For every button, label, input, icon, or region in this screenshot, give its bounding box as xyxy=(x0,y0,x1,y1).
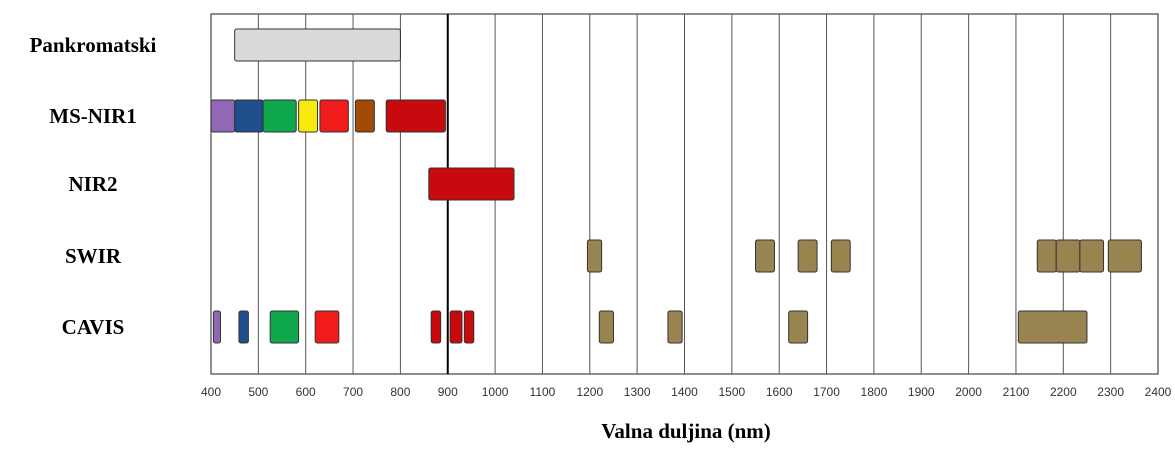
band-bar-cavis-21 xyxy=(430,310,442,344)
band-bar-swir-14 xyxy=(1055,239,1081,273)
band-bar-swir-9 xyxy=(586,239,603,273)
x-tick-labels: 400 500 600 700 800 900 1000 1100 1200 1300 1400 15… xyxy=(201,385,1172,399)
band-bar-cavis-18 xyxy=(238,310,249,344)
band-bar-swir-13 xyxy=(1036,239,1057,273)
x-tick-label-1900: 1900 xyxy=(908,385,935,399)
x-tick-label-1500: 1500 xyxy=(718,385,745,399)
band-bar-swir-16 xyxy=(1107,239,1142,273)
x-tick-label-800: 800 xyxy=(390,385,410,399)
x-tick-label-1100: 1100 xyxy=(530,385,556,399)
x-tick-label-700: 700 xyxy=(343,385,363,399)
band-bar-cavis-26 xyxy=(788,310,809,344)
band-bar-swir-10 xyxy=(755,239,775,273)
x-tick-label-600: 600 xyxy=(296,385,316,399)
band-bar-cavis-17 xyxy=(212,310,221,344)
x-tick-label-1000: 1000 xyxy=(482,385,509,399)
row-label-ms-nir1: MS-NIR1 xyxy=(49,104,137,128)
band-bar-swir-12 xyxy=(830,239,851,273)
band-bar-ms-nir1-6 xyxy=(354,99,375,133)
grid-lines xyxy=(257,14,1112,374)
x-tick-label-2200: 2200 xyxy=(1050,385,1077,399)
band-bar-cavis-27 xyxy=(1017,310,1088,344)
row-label-swir: SWIR xyxy=(65,244,122,268)
x-tick-label-2400: 2400 xyxy=(1145,385,1172,399)
x-tick-label-1200: 1200 xyxy=(576,385,603,399)
band-bar-nir2-8 xyxy=(428,167,515,201)
band-bar-ms-nir1-7 xyxy=(385,99,446,133)
x-tick-label-2100: 2100 xyxy=(1003,385,1030,399)
x-tick-label-1800: 1800 xyxy=(861,385,888,399)
band-bar-swir-15 xyxy=(1079,239,1105,273)
x-tick-label-900: 900 xyxy=(438,385,458,399)
band-bar-cavis-23 xyxy=(463,310,475,344)
band-bar-ms-nir1-5 xyxy=(319,99,349,133)
band-bar-ms-nir1-1 xyxy=(210,99,236,133)
x-tick-label-2300: 2300 xyxy=(1097,385,1124,399)
x-tick-label-1700: 1700 xyxy=(813,385,840,399)
band-bar-ms-nir1-3 xyxy=(262,99,297,133)
row-labels: Pankromatski MS-NIR1 NIR2 SWIR CAVIS xyxy=(30,33,157,339)
x-tick-label-1300: 1300 xyxy=(624,385,651,399)
x-axis-title: Valna duljina (nm) xyxy=(601,419,771,443)
band-bars xyxy=(210,28,1142,344)
band-bar-cavis-24 xyxy=(598,310,614,344)
band-bar-cavis-19 xyxy=(269,310,300,344)
row-label-cavis: CAVIS xyxy=(62,315,125,339)
band-bar-ms-nir1-4 xyxy=(298,99,319,133)
x-tick-label-1400: 1400 xyxy=(671,385,698,399)
band-bar-swir-11 xyxy=(797,239,818,273)
row-label-nir2: NIR2 xyxy=(68,172,117,196)
band-bar-ms-nir1-2 xyxy=(234,99,264,133)
x-tick-label-500: 500 xyxy=(248,385,268,399)
band-bar-cavis-20 xyxy=(314,310,340,344)
band-bar-pankromatski-0 xyxy=(234,28,401,62)
row-label-pankromatski: Pankromatski xyxy=(30,33,157,57)
band-bar-cavis-22 xyxy=(449,310,463,344)
x-tick-label-400: 400 xyxy=(201,385,221,399)
x-tick-label-2000: 2000 xyxy=(955,385,982,399)
x-tick-label-1600: 1600 xyxy=(766,385,793,399)
band-bar-cavis-25 xyxy=(667,310,683,344)
